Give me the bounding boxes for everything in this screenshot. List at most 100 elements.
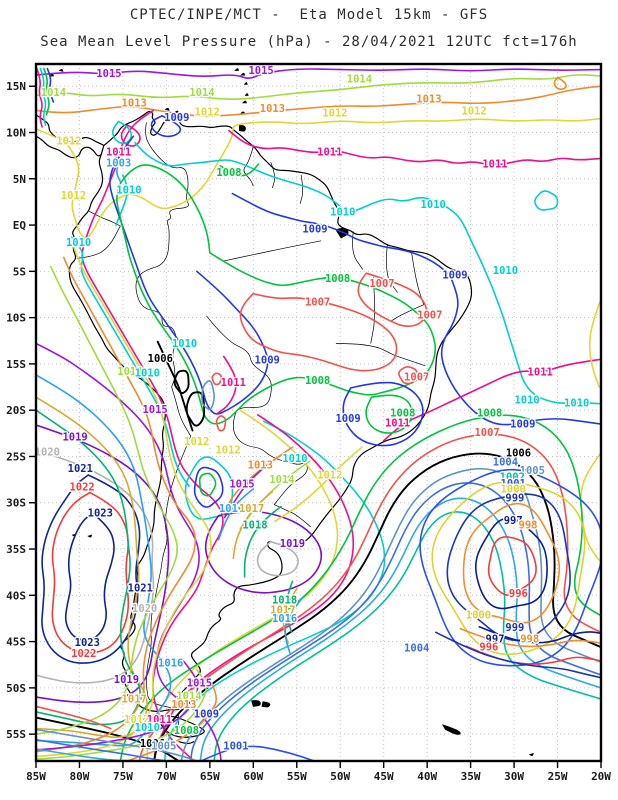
country-border [135, 122, 189, 388]
contour-label-1008: 1008 [305, 375, 330, 387]
contour-1020 [256, 540, 299, 577]
contour-label-1004: 1004 [404, 643, 429, 655]
country-border [76, 225, 121, 259]
contour-1010 [39, 67, 47, 126]
x-axis-tick-label: 55W [287, 770, 307, 783]
country-border [411, 251, 425, 305]
y-axis-tick-label: 5S [13, 265, 26, 278]
contour-1008 [116, 164, 437, 425]
contour-labels: 1015 1015 1014 1014 1014 1013 1013 1013 1012 1012… [36, 64, 591, 754]
contour-997 [478, 626, 601, 644]
contour-label-1021: 1021 [128, 582, 153, 594]
geography [36, 68, 534, 756]
contour-1014 [36, 265, 179, 735]
y-axis-tick-label: 10N [6, 126, 26, 139]
island [261, 701, 271, 708]
contour-1015 [36, 342, 222, 761]
island [251, 700, 261, 707]
y-axis-tick-label: 40S [6, 589, 26, 602]
chart-title-model: CPTEC/INPE/MCT - Eta Model 15km - GFS [129, 7, 489, 23]
contour-label-1022: 1022 [69, 482, 94, 494]
country-border [335, 343, 396, 356]
y-axis-tick-label: 50S [6, 682, 26, 695]
contour-label-1014: 1014 [41, 87, 66, 99]
y-axis-tick-label: 15N [6, 80, 26, 93]
contour-1006 [185, 391, 206, 427]
contour-label-1012: 1012 [215, 445, 240, 457]
contour-1010 [111, 120, 133, 145]
x-axis-tick-label: 35W [461, 770, 481, 783]
contour-label-1014: 1014 [117, 366, 142, 378]
y-axis-tick-label: 20S [6, 404, 26, 417]
contour-label-1018: 1018 [242, 520, 267, 532]
contour-1020 [36, 449, 155, 684]
contour-label-1017: 1017 [122, 694, 147, 706]
contour-label-1011: 1011 [482, 159, 507, 171]
contour-1001 [200, 745, 315, 761]
x-axis-tick-label: 75W [113, 770, 133, 783]
y-axis-tick-label: 45S [6, 636, 26, 649]
country-border [171, 386, 192, 437]
contour-label-1013: 1013 [122, 97, 147, 109]
x-axis-tick-label: 65W [200, 770, 220, 783]
country-border [394, 355, 426, 367]
island [240, 72, 246, 76]
contour-1011 [36, 67, 43, 128]
contour-label-1008: 1008 [216, 167, 241, 179]
contour-1012 [588, 298, 601, 388]
x-axis-tick-label: 85W [26, 770, 46, 783]
contour-1023 [64, 513, 115, 642]
contour-label-1013: 1013 [248, 459, 273, 471]
contour-label-1017: 1017 [270, 605, 295, 617]
contour-label-1002: 1002 [500, 471, 525, 483]
y-axis-tick-label: 10S [6, 312, 26, 325]
contour-999 [435, 631, 601, 679]
country-border [390, 304, 424, 322]
contour-label-1010: 1010 [493, 265, 518, 277]
contour-label-1014: 1014 [189, 87, 214, 99]
country-border [299, 175, 304, 204]
contour-label-1018: 1018 [272, 594, 297, 606]
contour-label-1013: 1013 [260, 103, 285, 115]
contour-label-1015: 1015 [96, 68, 121, 80]
contour-1011 [153, 414, 355, 761]
contour-1006 [153, 452, 601, 761]
contour-label-1012: 1012 [124, 714, 149, 726]
contour-1010 [70, 236, 190, 487]
island [164, 107, 170, 111]
contour-label-1016: 1016 [158, 657, 183, 669]
contour-1019 [204, 510, 323, 594]
contour-label-998: 998 [520, 633, 539, 645]
contour-label-1009: 1009 [335, 413, 360, 425]
island [244, 93, 249, 96]
contour-label-1022: 1022 [71, 648, 96, 660]
contour-label-1006: 1006 [506, 447, 531, 459]
coastline [36, 135, 102, 159]
contour-1005 [201, 380, 215, 411]
contour-1016 [284, 596, 304, 654]
contour-1009 [342, 381, 424, 447]
chart-title-field-date: Sea Mean Level Pressure (hPa) - 28/04/20… [40, 34, 578, 50]
contour-1019 [36, 424, 170, 704]
contour-label-1004: 1004 [493, 457, 518, 469]
contour-label-1006: 1006 [148, 353, 173, 365]
contour-label-1023: 1023 [88, 507, 113, 519]
x-axis-tick-label: 45W [374, 770, 394, 783]
contour-1004 [36, 738, 168, 761]
contour-1007 [239, 292, 398, 372]
contour-1013 [553, 77, 567, 90]
island [234, 68, 240, 71]
pressure-contours [36, 67, 601, 761]
contour-label-997: 997 [486, 633, 505, 645]
contour-1012 [36, 242, 212, 758]
contour-label-1010: 1010 [116, 184, 141, 196]
contour-label-1019: 1019 [114, 674, 139, 686]
contour-label-1010: 1010 [135, 368, 160, 380]
island [241, 100, 247, 104]
contour-label-1012: 1012 [317, 470, 342, 482]
y-axis-tick-label: 35S [6, 543, 26, 556]
contour-label-1008: 1008 [174, 725, 199, 737]
contour-label-1015: 1015 [248, 65, 273, 77]
contour-1011 [81, 109, 224, 761]
contour-label-1010: 1010 [282, 453, 307, 465]
